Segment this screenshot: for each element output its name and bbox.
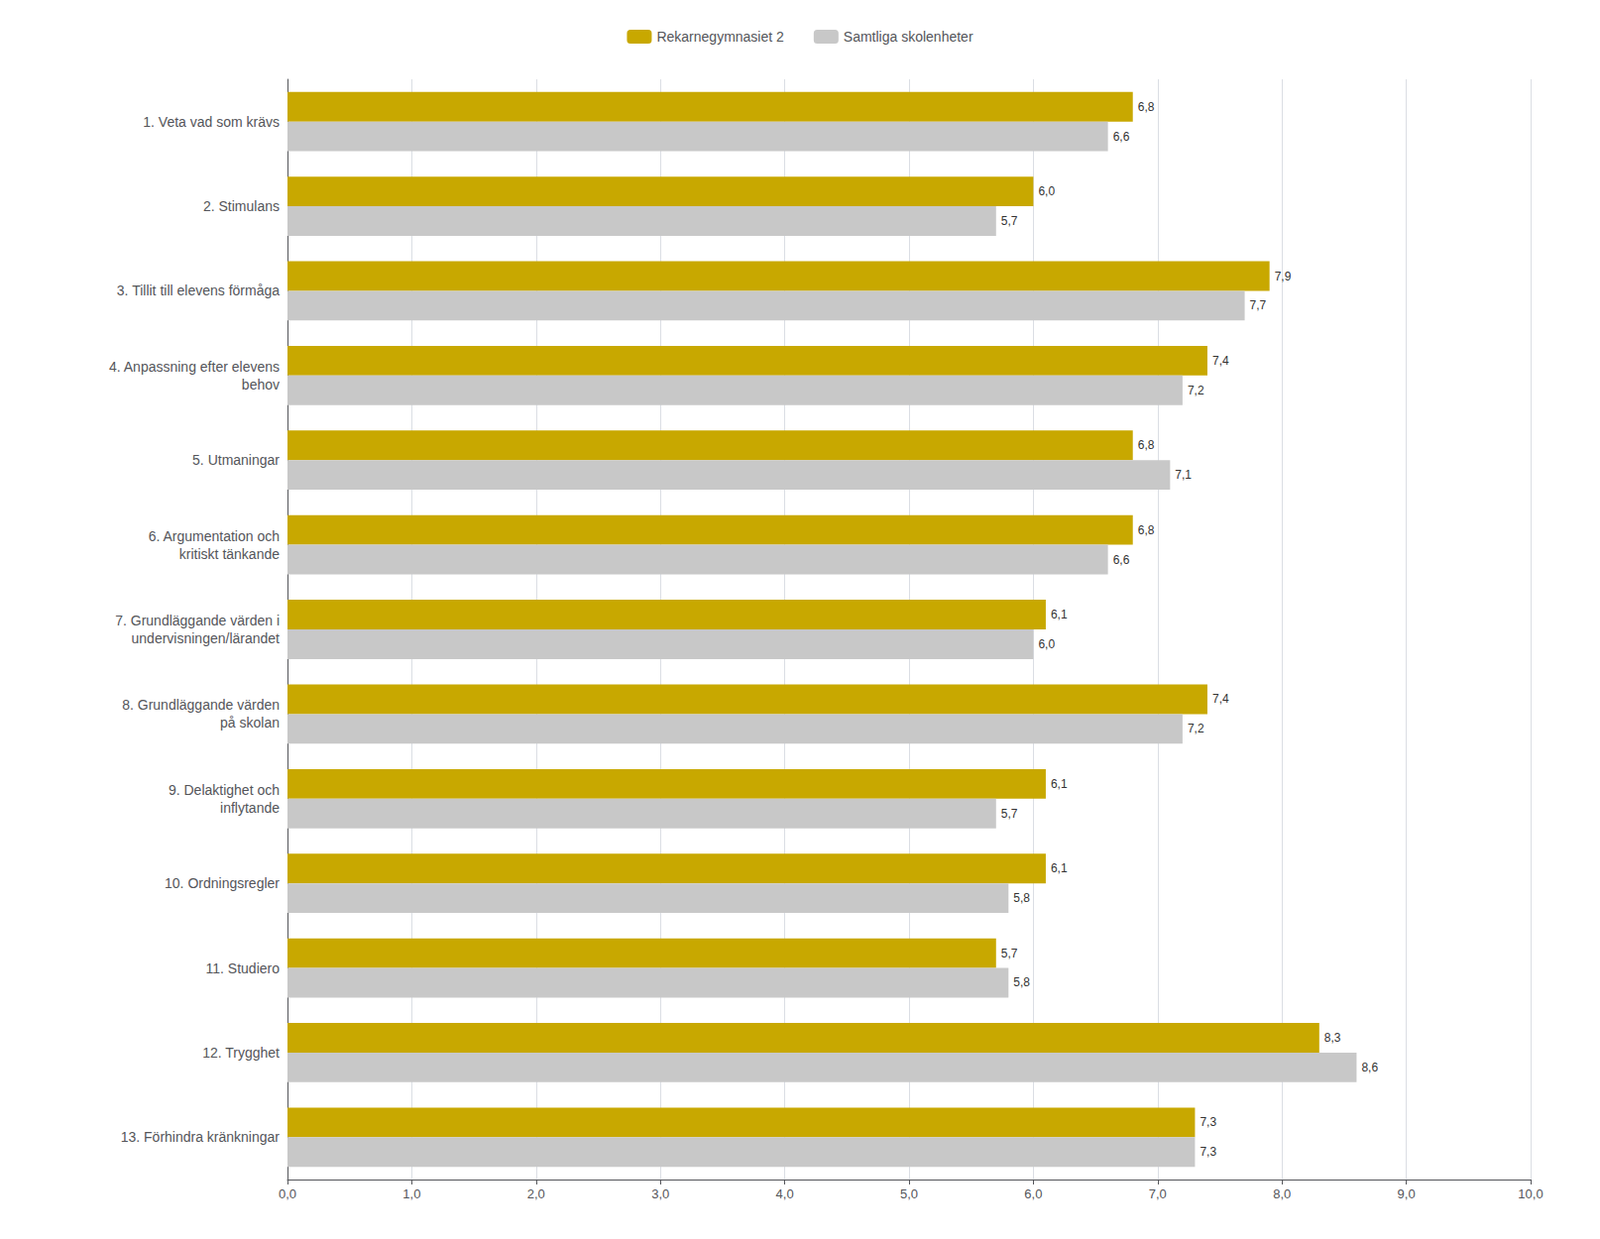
svg-text:6,0: 6,0 bbox=[1037, 184, 1055, 199]
svg-text:10. Ordningsregler: 10. Ordningsregler bbox=[164, 875, 280, 892]
svg-text:undervisningen/lärandet: undervisningen/lärandet bbox=[131, 630, 281, 647]
svg-text:6,1: 6,1 bbox=[1050, 777, 1068, 792]
svg-text:5,7: 5,7 bbox=[1001, 946, 1019, 961]
svg-text:5,8: 5,8 bbox=[1013, 891, 1030, 906]
svg-text:6,6: 6,6 bbox=[1113, 553, 1131, 568]
svg-text:7,0: 7,0 bbox=[1148, 1186, 1167, 1202]
svg-text:3. Tillit till elevens förmåga: 3. Tillit till elevens förmåga bbox=[116, 282, 280, 299]
svg-text:6,8: 6,8 bbox=[1138, 438, 1155, 453]
svg-text:9,0: 9,0 bbox=[1397, 1186, 1416, 1202]
svg-text:behov: behov bbox=[241, 376, 280, 393]
svg-text:5. Utmaningar: 5. Utmaningar bbox=[192, 452, 280, 468]
svg-text:5,0: 5,0 bbox=[900, 1186, 918, 1202]
svg-text:7,3: 7,3 bbox=[1199, 1115, 1217, 1130]
svg-text:7,4: 7,4 bbox=[1212, 353, 1230, 368]
svg-text:8,6: 8,6 bbox=[1361, 1060, 1378, 1075]
svg-text:6. Argumentation och: 6. Argumentation och bbox=[148, 528, 280, 545]
svg-text:12. Trygghet: 12. Trygghet bbox=[202, 1044, 280, 1061]
svg-text:4. Anpassning efter elevens: 4. Anpassning efter elevens bbox=[109, 358, 280, 375]
svg-text:9. Delaktighet och: 9. Delaktighet och bbox=[168, 782, 280, 799]
svg-text:5,7: 5,7 bbox=[1001, 214, 1019, 229]
svg-text:6,0: 6,0 bbox=[1024, 1186, 1042, 1202]
svg-text:8,3: 8,3 bbox=[1324, 1030, 1342, 1045]
svg-text:kritiskt tänkande: kritiskt tänkande bbox=[179, 546, 280, 563]
svg-text:2,0: 2,0 bbox=[527, 1186, 546, 1202]
svg-text:7,7: 7,7 bbox=[1250, 298, 1267, 313]
svg-text:6,1: 6,1 bbox=[1050, 607, 1068, 622]
svg-text:1. Veta vad som krävs: 1. Veta vad som krävs bbox=[142, 114, 280, 130]
svg-text:7,2: 7,2 bbox=[1187, 383, 1205, 398]
svg-text:0,0: 0,0 bbox=[278, 1186, 297, 1202]
svg-text:7,9: 7,9 bbox=[1274, 269, 1292, 284]
svg-text:7,1: 7,1 bbox=[1174, 467, 1192, 482]
svg-text:1,0: 1,0 bbox=[402, 1186, 421, 1202]
svg-text:7,4: 7,4 bbox=[1212, 691, 1230, 706]
svg-text:3,0: 3,0 bbox=[651, 1186, 670, 1202]
svg-text:5,8: 5,8 bbox=[1013, 975, 1030, 990]
svg-text:6,8: 6,8 bbox=[1138, 523, 1155, 538]
svg-text:11. Studiero: 11. Studiero bbox=[206, 960, 281, 977]
svg-text:4,0: 4,0 bbox=[776, 1186, 795, 1202]
svg-text:8,0: 8,0 bbox=[1272, 1186, 1291, 1202]
svg-text:6,8: 6,8 bbox=[1138, 100, 1155, 115]
svg-text:på skolan: på skolan bbox=[220, 714, 280, 731]
svg-text:8. Grundläggande värden: 8. Grundläggande värden bbox=[121, 696, 280, 713]
svg-text:Samtliga skolenheter: Samtliga skolenheter bbox=[843, 28, 974, 45]
svg-text:7,3: 7,3 bbox=[1199, 1144, 1217, 1159]
svg-text:5,7: 5,7 bbox=[1001, 806, 1019, 821]
svg-text:7,2: 7,2 bbox=[1187, 721, 1205, 736]
svg-text:7. Grundläggande värden i: 7. Grundläggande värden i bbox=[114, 612, 280, 629]
svg-text:10,0: 10,0 bbox=[1517, 1186, 1543, 1202]
svg-text:2. Stimulans: 2. Stimulans bbox=[203, 198, 280, 215]
svg-text:inflytande: inflytande bbox=[220, 800, 280, 816]
svg-text:6,0: 6,0 bbox=[1037, 637, 1055, 652]
svg-text:Rekarnegymnasiet 2: Rekarnegymnasiet 2 bbox=[656, 28, 785, 45]
svg-text:13. Förhindra kränkningar: 13. Förhindra kränkningar bbox=[120, 1129, 281, 1145]
svg-text:6,6: 6,6 bbox=[1113, 129, 1131, 144]
svg-text:6,1: 6,1 bbox=[1050, 861, 1068, 876]
